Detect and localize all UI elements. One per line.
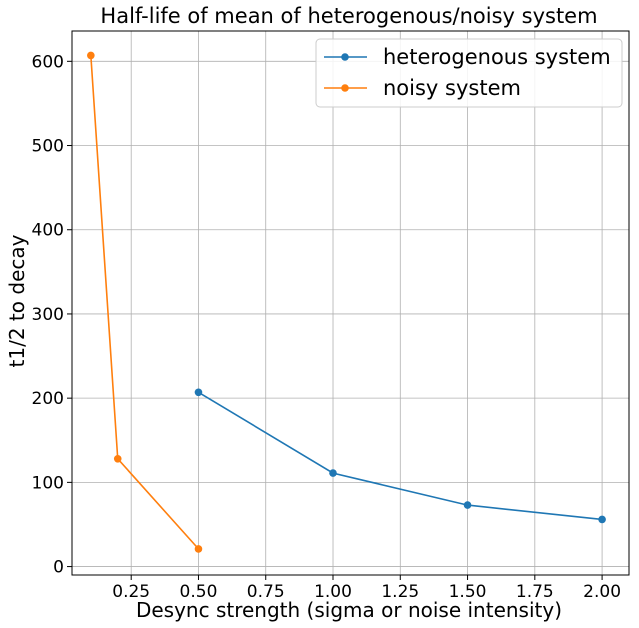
x-tick-label: 2.00 <box>583 582 621 602</box>
data-point <box>113 454 122 463</box>
y-tick-label: 600 <box>32 52 64 72</box>
chart-title: Half-life of mean of heterogenous/noisy … <box>100 4 597 28</box>
axis-ticks: 0.25 0.50 0.75 1.00 1.25 1.50 1.75 2.00 0 100 200 3… <box>32 52 621 602</box>
y-tick-label: 0 <box>53 558 64 578</box>
x-tick-label: 0.25 <box>112 582 150 602</box>
data-point <box>329 469 337 477</box>
x-tick-label: 1.50 <box>449 582 487 602</box>
data-point <box>87 51 95 60</box>
data-point <box>194 388 203 397</box>
legend-swatch-marker <box>341 84 349 92</box>
plot-frame <box>71 30 630 576</box>
x-tick-label: 0.50 <box>180 582 218 602</box>
legend-label: heterogenous system <box>383 45 611 69</box>
data-point <box>463 501 472 509</box>
x-tick-label: 1.75 <box>516 582 554 602</box>
y-tick-label: 200 <box>32 389 64 409</box>
y-tick-label: 400 <box>32 221 64 241</box>
data-point <box>194 545 203 553</box>
legend: heterogenous system noisy system <box>315 38 623 108</box>
legend-box <box>315 38 623 108</box>
x-tick-label: 1.25 <box>381 582 419 602</box>
y-axis-label: t1/2 to decay <box>5 234 29 367</box>
x-tick-label: 1.00 <box>314 582 352 602</box>
data-point <box>598 515 606 524</box>
y-tick-label: 500 <box>32 137 64 157</box>
legend-swatch-marker <box>341 53 349 61</box>
y-tick-label: 100 <box>32 473 64 493</box>
series-group <box>87 51 606 553</box>
x-axis-label: Desync strength (sigma or noise intensit… <box>136 598 562 622</box>
y-tick-label: 300 <box>32 305 64 325</box>
series-line-1 <box>198 391 603 521</box>
legend-label: noisy system <box>383 76 521 100</box>
x-tick-label: 0.75 <box>247 582 285 602</box>
